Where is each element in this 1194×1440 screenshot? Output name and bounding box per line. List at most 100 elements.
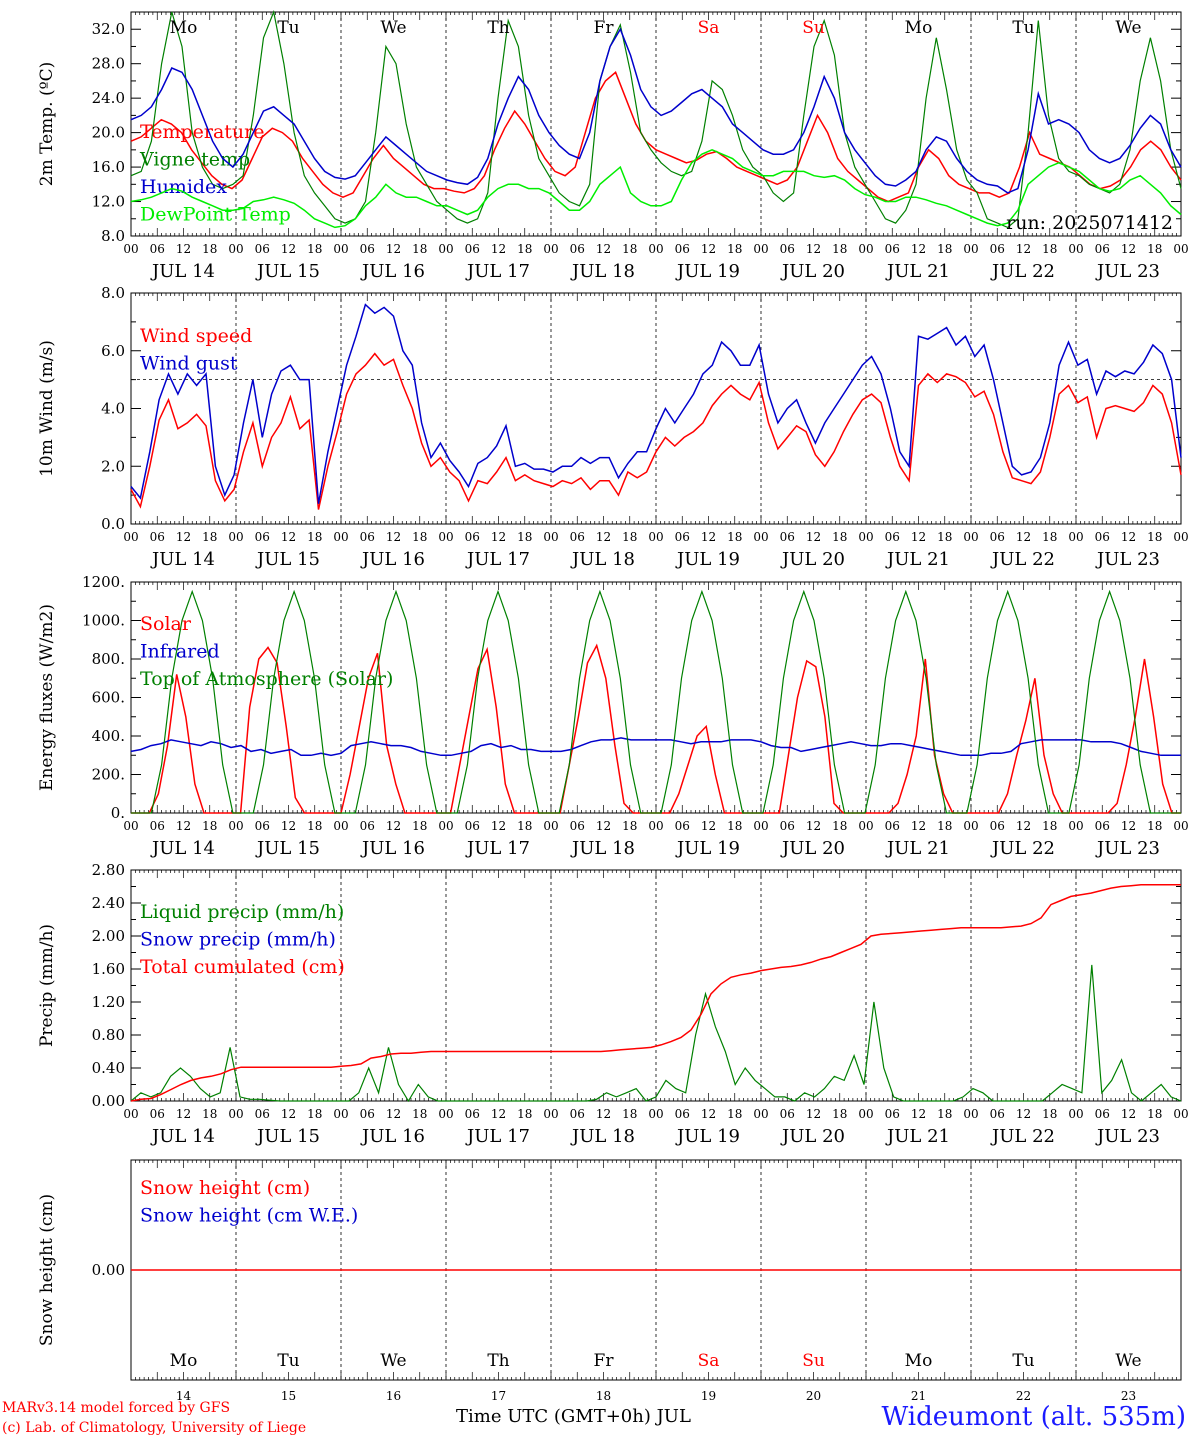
- lab-credit: (c) Lab. of Climatology, University of L…: [2, 1420, 307, 1436]
- hour-tick-label: 18: [832, 1107, 847, 1121]
- series-line-infrared: [130, 737, 1181, 757]
- hour-tick-label: 00: [753, 819, 768, 833]
- hour-tick-label: 06: [150, 819, 165, 833]
- y-tick-label: 2.40: [92, 894, 125, 912]
- hour-tick-label: 12: [1121, 530, 1136, 544]
- series-line-total-cumulated-cm-: [130, 884, 1181, 1102]
- hour-tick-label: 12: [596, 530, 611, 544]
- day-label: JUL 16: [360, 549, 425, 570]
- weekday-label: Su: [802, 1351, 825, 1371]
- hour-tick-label: 12: [386, 819, 401, 833]
- hour-tick-label: 06: [990, 1107, 1005, 1121]
- weekday-label: Sa: [698, 1351, 720, 1371]
- weekday-label: Tu: [277, 1351, 299, 1371]
- hour-tick-label: 00: [963, 530, 978, 544]
- y-axis-label: Precip (mm/h): [37, 924, 57, 1047]
- hour-tick-label: 06: [150, 242, 165, 256]
- y-tick-label: 2.0: [101, 457, 125, 475]
- day-label: JUL 20: [780, 549, 845, 570]
- hour-tick-label: 18: [307, 242, 322, 256]
- hour-tick-label: 00: [543, 242, 558, 256]
- weekday-label: Tu: [1012, 1351, 1034, 1371]
- y-tick-label: 16.0: [92, 158, 125, 176]
- day-label: JUL 20: [780, 1126, 845, 1147]
- hour-tick-label: 18: [412, 242, 427, 256]
- day-label: JUL 19: [675, 838, 740, 859]
- y-tick-label: 0.0: [101, 515, 125, 533]
- hour-tick-label: 00: [1173, 819, 1188, 833]
- day-number-label: 17: [491, 1389, 506, 1403]
- day-label: JUL 18: [570, 838, 635, 859]
- y-axis-label: Energy fluxes (W/m2): [37, 604, 57, 791]
- hour-tick-label: 00: [333, 1107, 348, 1121]
- hour-tick-label: 06: [675, 819, 690, 833]
- legend-entry: Snow precip (mm/h): [140, 929, 336, 951]
- day-label: JUL 22: [990, 838, 1055, 859]
- hour-tick-label: 06: [570, 530, 585, 544]
- hour-tick-label: 00: [228, 819, 243, 833]
- hour-tick-label: 06: [150, 1107, 165, 1121]
- day-label: JUL 18: [570, 1126, 635, 1147]
- day-label: JUL 21: [885, 261, 950, 282]
- hour-tick-label: 06: [675, 242, 690, 256]
- hour-tick-label: 06: [675, 1107, 690, 1121]
- hour-tick-label: 18: [1147, 1107, 1162, 1121]
- hour-tick-label: 06: [360, 530, 375, 544]
- hour-tick-label: 12: [806, 530, 821, 544]
- y-tick-label: 0.: [111, 804, 125, 822]
- hour-tick-label: 00: [438, 530, 453, 544]
- weekday-label: Tu: [277, 18, 299, 38]
- hour-tick-label: 12: [596, 242, 611, 256]
- hour-tick-label: 06: [465, 242, 480, 256]
- hour-tick-label: 06: [255, 530, 270, 544]
- day-label: JUL 15: [255, 549, 320, 570]
- hour-tick-label: 06: [360, 242, 375, 256]
- y-axis-label: 10m Wind (m/s): [37, 340, 57, 477]
- y-tick-label: 1.20: [92, 993, 125, 1011]
- hour-tick-label: 18: [937, 819, 952, 833]
- hour-tick-label: 06: [255, 819, 270, 833]
- hour-tick-label: 12: [806, 1107, 821, 1121]
- hour-tick-label: 00: [1173, 1107, 1188, 1121]
- y-axis-label: 2m Temp. (ºC): [37, 62, 57, 187]
- hour-tick-label: 12: [1121, 242, 1136, 256]
- hour-tick-label: 06: [570, 1107, 585, 1121]
- day-label: JUL 17: [465, 261, 530, 282]
- day-number-label: 16: [386, 1389, 401, 1403]
- hour-tick-label: 00: [333, 242, 348, 256]
- day-number-label: 18: [596, 1389, 611, 1403]
- hour-tick-label: 18: [727, 242, 742, 256]
- hour-tick-label: 12: [176, 530, 191, 544]
- hour-tick-label: 18: [202, 819, 217, 833]
- hour-tick-label: 00: [543, 1107, 558, 1121]
- hour-tick-label: 00: [1068, 819, 1083, 833]
- hour-tick-label: 12: [176, 242, 191, 256]
- model-credit: MARv3.14 model forced by GFS: [2, 1400, 231, 1416]
- hour-tick-label: 12: [806, 242, 821, 256]
- y-tick-label: 0.00: [92, 1092, 125, 1110]
- day-number-label: 21: [911, 1389, 926, 1403]
- series-line-dewpoint-temp: [130, 148, 1182, 229]
- panel-snow: 0.00 Snow height (cm) Snow height (cm) Snow…: [37, 1159, 1182, 1403]
- day-label: JUL 14: [150, 549, 215, 570]
- hour-tick-label: 12: [281, 819, 296, 833]
- hour-tick-label: 12: [596, 819, 611, 833]
- hour-tick-label: 18: [202, 242, 217, 256]
- day-label: JUL 18: [570, 261, 635, 282]
- hour-tick-label: 00: [228, 530, 243, 544]
- hour-tick-label: 18: [1147, 530, 1162, 544]
- hour-tick-label: 00: [228, 242, 243, 256]
- day-label: JUL 17: [465, 838, 530, 859]
- hour-tick-label: 12: [701, 530, 716, 544]
- hour-tick-label: 12: [176, 1107, 191, 1121]
- hour-tick-label: 12: [1016, 242, 1031, 256]
- y-tick-label: 800.: [92, 650, 125, 668]
- hour-tick-label: 00: [438, 819, 453, 833]
- hour-tick-label: 12: [701, 1107, 716, 1121]
- hour-tick-label: 00: [123, 1107, 138, 1121]
- weekday-label: Mo: [170, 1351, 198, 1371]
- hour-tick-label: 06: [780, 819, 795, 833]
- hour-tick-label: 12: [491, 819, 506, 833]
- hour-tick-label: 06: [780, 530, 795, 544]
- legend-entry: Top of Atmosphere (Solar): [140, 668, 393, 690]
